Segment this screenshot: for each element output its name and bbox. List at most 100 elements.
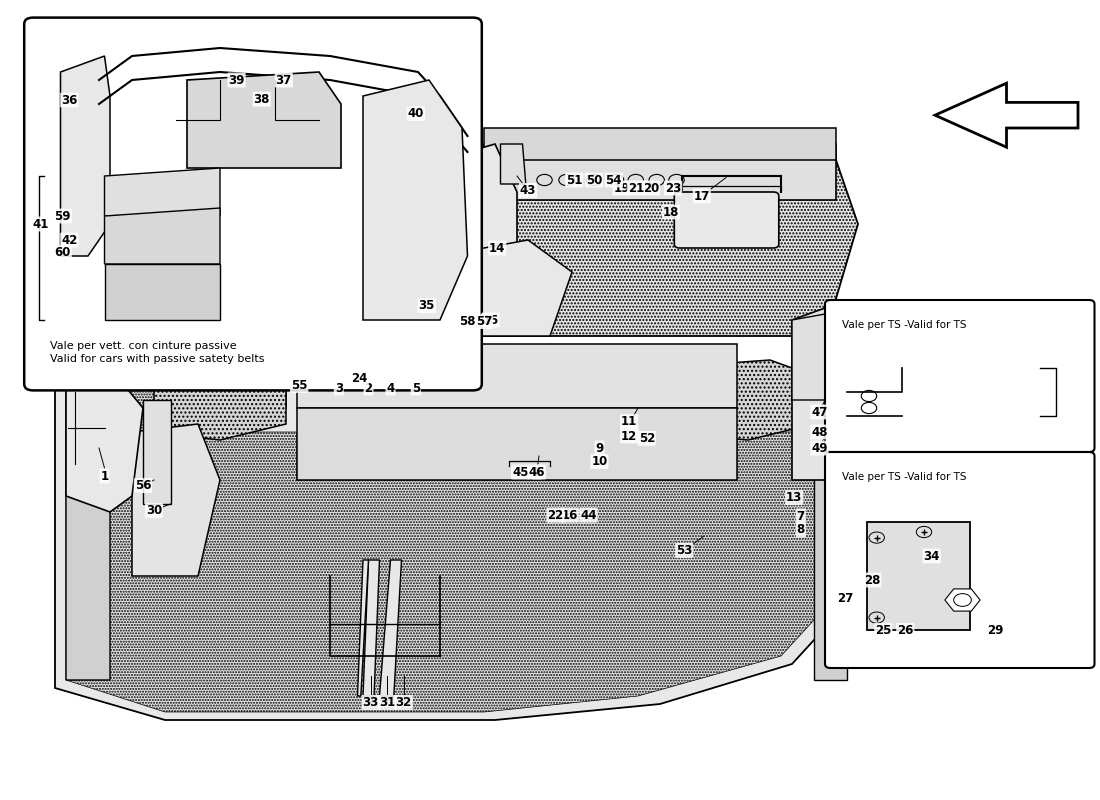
- Text: 7: 7: [796, 510, 805, 522]
- Polygon shape: [379, 560, 401, 696]
- Polygon shape: [187, 72, 341, 168]
- Polygon shape: [935, 83, 1078, 147]
- Text: 56: 56: [134, 479, 152, 492]
- Text: eurospares: eurospares: [136, 214, 260, 234]
- Polygon shape: [484, 144, 836, 200]
- Polygon shape: [363, 80, 468, 320]
- Text: eurospares: eurospares: [200, 434, 394, 462]
- Text: 19: 19: [614, 182, 629, 194]
- Text: 20: 20: [644, 182, 659, 194]
- Text: 32: 32: [396, 696, 411, 709]
- Text: 35: 35: [419, 299, 435, 312]
- Text: 12: 12: [621, 430, 637, 442]
- Polygon shape: [440, 240, 572, 336]
- Polygon shape: [55, 352, 836, 720]
- Text: eurospares: eurospares: [581, 436, 739, 460]
- Polygon shape: [440, 144, 517, 336]
- Text: 34: 34: [924, 550, 939, 562]
- Text: 4: 4: [386, 382, 395, 394]
- Text: 51: 51: [566, 174, 582, 186]
- Text: 52: 52: [639, 432, 654, 445]
- FancyBboxPatch shape: [825, 300, 1094, 452]
- Polygon shape: [66, 368, 825, 712]
- Polygon shape: [660, 360, 814, 440]
- Polygon shape: [154, 360, 286, 440]
- Text: 39: 39: [229, 74, 244, 86]
- Text: 27: 27: [837, 592, 852, 605]
- Text: Vale per vett. con cinture passive
Valid for cars with passive satety belts: Vale per vett. con cinture passive Valid…: [50, 341, 264, 364]
- Text: 1: 1: [100, 470, 109, 482]
- FancyBboxPatch shape: [825, 452, 1094, 668]
- Text: 46: 46: [528, 466, 544, 478]
- Polygon shape: [132, 424, 220, 576]
- Text: Vale per TS -Valid for TS: Vale per TS -Valid for TS: [842, 472, 966, 482]
- Polygon shape: [104, 168, 220, 216]
- Polygon shape: [484, 128, 836, 160]
- Text: 59: 59: [55, 210, 70, 222]
- Polygon shape: [60, 56, 110, 256]
- Text: 10: 10: [592, 455, 607, 468]
- Text: 44: 44: [581, 509, 596, 522]
- Text: 2: 2: [364, 382, 373, 394]
- Polygon shape: [363, 560, 379, 696]
- Polygon shape: [500, 144, 526, 184]
- Text: 41: 41: [33, 218, 48, 230]
- Text: 31: 31: [379, 696, 395, 709]
- Text: 25: 25: [876, 624, 891, 637]
- Polygon shape: [792, 304, 858, 480]
- Text: 50: 50: [586, 174, 602, 186]
- Text: Vale per TS -Valid for TS: Vale per TS -Valid for TS: [842, 320, 966, 330]
- Text: 29: 29: [988, 624, 1003, 637]
- Text: 54: 54: [606, 174, 623, 186]
- Polygon shape: [104, 208, 220, 264]
- Polygon shape: [66, 368, 143, 512]
- Text: 36: 36: [62, 94, 77, 106]
- Text: 33: 33: [363, 696, 378, 709]
- Text: 38: 38: [254, 93, 270, 106]
- Text: 53: 53: [676, 544, 692, 557]
- Text: 6: 6: [532, 466, 541, 478]
- Text: 28: 28: [865, 574, 880, 586]
- Text: 37: 37: [276, 74, 292, 86]
- Text: 13: 13: [786, 491, 802, 504]
- Text: 16: 16: [562, 509, 578, 522]
- Polygon shape: [484, 160, 858, 336]
- Text: 40: 40: [408, 107, 424, 120]
- FancyBboxPatch shape: [867, 522, 970, 630]
- Text: 43: 43: [520, 184, 536, 197]
- Polygon shape: [143, 400, 170, 504]
- Polygon shape: [792, 312, 836, 400]
- Polygon shape: [358, 560, 368, 696]
- Text: 5: 5: [411, 382, 420, 394]
- Polygon shape: [297, 408, 737, 480]
- Polygon shape: [814, 392, 847, 680]
- Text: 57: 57: [476, 315, 492, 328]
- Polygon shape: [104, 264, 220, 320]
- Text: 24: 24: [352, 372, 367, 385]
- Text: 22: 22: [548, 509, 563, 522]
- FancyBboxPatch shape: [674, 192, 779, 248]
- Text: 58: 58: [460, 315, 475, 328]
- Text: 48: 48: [812, 426, 827, 438]
- Text: 9: 9: [595, 442, 604, 454]
- Text: 60: 60: [55, 246, 70, 259]
- Polygon shape: [297, 344, 737, 408]
- FancyBboxPatch shape: [24, 18, 482, 390]
- Text: 8: 8: [796, 523, 805, 536]
- Text: 49: 49: [812, 442, 827, 454]
- Text: 11: 11: [621, 415, 637, 428]
- Text: 42: 42: [62, 234, 77, 246]
- Text: 47: 47: [812, 406, 827, 418]
- Text: 18: 18: [663, 206, 679, 218]
- Text: 15: 15: [483, 314, 498, 326]
- Text: 14: 14: [490, 242, 505, 254]
- Text: 55: 55: [292, 379, 308, 392]
- Text: 23: 23: [666, 182, 681, 194]
- Text: 21: 21: [628, 182, 643, 194]
- Text: 30: 30: [146, 504, 162, 517]
- Polygon shape: [945, 589, 980, 611]
- Text: 3: 3: [334, 382, 343, 394]
- Text: 17: 17: [694, 190, 710, 202]
- Text: 45: 45: [512, 466, 528, 478]
- Polygon shape: [66, 384, 110, 680]
